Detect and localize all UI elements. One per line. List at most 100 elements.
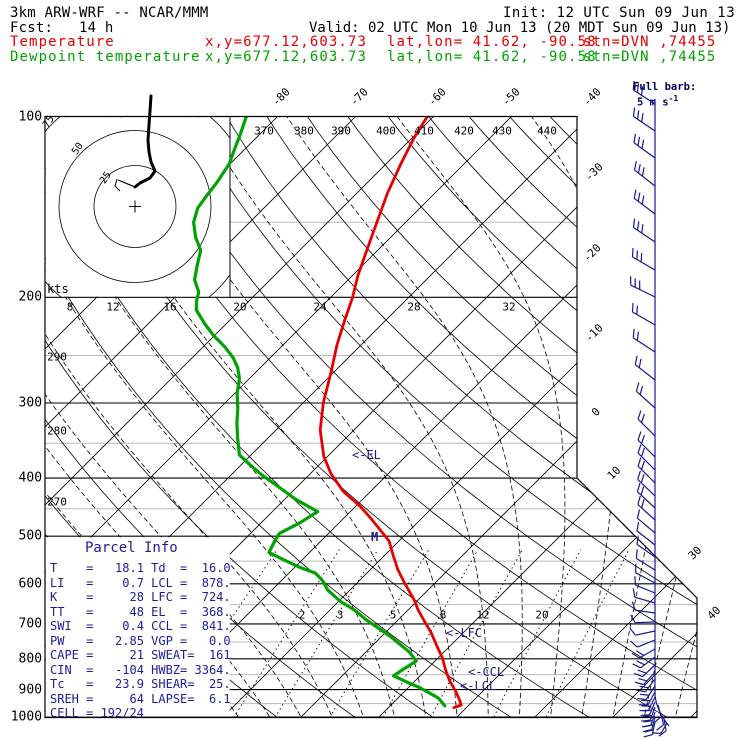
level-annotation: <-CCL [468,665,505,679]
parcel-info-background [45,537,230,717]
dry-adiabat-label: 270 [47,495,67,509]
wind-barb [638,691,656,706]
wind-barb [641,706,656,722]
forecast-hour: Fcst: 14 h [10,20,114,36]
wind-barb [635,549,656,571]
dry-adiabat-label: 410 [414,124,434,138]
parcel-info-rows: T = 18.1 Td = 16.0 LI = 0.7 LCL = 878. K =… [50,561,231,721]
valid-time: Valid: 02 UTC Mon 10 Jun 13 (20 MDT Sun … [309,20,731,36]
parcel-info-row: CELL = 192/24 [50,706,144,721]
pressure-axis-label: 1000 [10,709,43,725]
dewpoint-legend-label: Dewpoint temperature [10,49,201,65]
wind-barb [632,328,656,353]
wind-barb [637,470,656,497]
wind-barb [634,355,656,381]
hodograph-trace-tail [117,179,136,188]
parcel-info-row: SWI = 0.4 CCL = 841. [50,619,231,634]
pressure-axis-label: 200 [18,289,43,305]
pressure-axis-label: 800 [18,651,43,667]
pressure-axis-label: 500 [18,528,43,544]
wind-barb [637,410,656,437]
wind-barb-column [629,80,670,738]
moist-adiabat-label: 20 [233,300,247,314]
dry-adiabat-label: 380 [294,124,314,138]
pressure-axis-label: 700 [18,616,43,632]
level-annotation: <-EL [352,448,381,462]
barb-legend-title: Full barb: [633,81,697,93]
wind-barb [631,248,656,271]
parcel-info-row: SREH = 64 LAPSE= 6.1 [50,691,231,706]
wind-barb [642,716,656,733]
wind-barb [633,189,656,215]
wind-barb [637,431,656,458]
wind-barb [637,685,656,701]
parcel-info-row: LI = 0.7 LCL = 878. [50,575,231,590]
moist-adiabat-label: 24 [313,300,327,314]
wind-barb [656,712,665,731]
dry-adiabat-label: 370 [254,124,274,138]
model-title: 3km ARW-WRF -- NCAR/MMM [10,5,209,21]
dry-adiabat-label: 420 [454,124,474,138]
wind-barb [636,509,656,534]
wind-barb [630,276,656,298]
level-annotation: M [371,530,379,544]
parcel-info-row: CAPE = 21 SWEAT= 161 [50,648,231,663]
dewpoint-curve [192,116,447,708]
dewpoint-station: stn=DVN ,74455 [583,49,717,65]
wind-barb [633,664,656,678]
dry-adiabat-label: 280 [47,424,67,438]
wind-barb [631,648,656,659]
moist-adiabat-label: 28 [407,300,421,314]
dewpoint-xy: x,y=677.12,603.73 [205,49,367,65]
mixing-ratio-label: 3 [336,608,344,622]
pressure-axis-label: 900 [18,682,43,698]
parcel-info-row: Tc = 23.9 SHEAR= 25. [50,677,231,692]
plot-border [44,115,698,719]
parcel-info-row: T = 18.1 Td = 16.0 [50,561,231,575]
pressure-axis-label: 400 [18,470,43,486]
wind-barb [634,671,656,686]
hodograph-units-label: kts [47,282,69,296]
wind-barb [637,495,656,521]
dewpoint-latlon: lat,lon= 41.62, -90.58 [387,49,597,65]
moist-adiabat-label: 12 [106,300,120,314]
wind-barb [640,701,656,717]
temperature-curve [318,116,463,710]
wind-barb [633,133,656,159]
temperature-xy: x,y=677.12,603.73 [205,34,367,50]
parcel-info-row: K = 28 LFC = 724. [50,590,231,605]
barb-legend-exponent: -1 [668,94,679,103]
dry-adiabat-label: 290 [47,350,67,364]
wind-barb [636,678,656,693]
parcel-info-row: PW = 2.85 VGP = 0.0 [50,633,231,648]
wind-barb [632,218,656,243]
dry-adiabat-label: 440 [537,124,557,138]
wind-barb [629,627,656,636]
wind-barb [632,588,656,604]
wind-barb [632,656,656,669]
wind-barb [634,563,656,584]
wind-barb [631,601,656,614]
moist-adiabat-label: 32 [502,300,516,314]
temperature-latlon: lat,lon= 41.62, -90.58 [387,34,597,50]
wind-barb [635,382,656,409]
mixing-ratio-label: 12 [476,608,490,622]
parcel-info-title: Parcel Info [85,540,178,556]
wind-barb [637,444,656,471]
wind-barb [632,80,656,105]
moist-adiabat-label: 8 [66,300,74,314]
moist-adiabat-label: 16 [163,300,177,314]
wind-barb [633,161,656,187]
mixing-ratio-label: 2 [298,608,306,622]
wind-barb [636,535,656,558]
pressure-axis-label: 100 [18,109,43,124]
level-annotation: <-LFC [446,626,483,640]
init-time: Init: 12 UTC Sun 09 Jun 13 [503,5,736,21]
wind-barb [654,704,662,723]
hodograph-trace-hook [114,178,121,192]
wind-barb [630,639,656,648]
wind-barb [636,521,656,546]
level-annotation: <-LCL [460,679,497,693]
